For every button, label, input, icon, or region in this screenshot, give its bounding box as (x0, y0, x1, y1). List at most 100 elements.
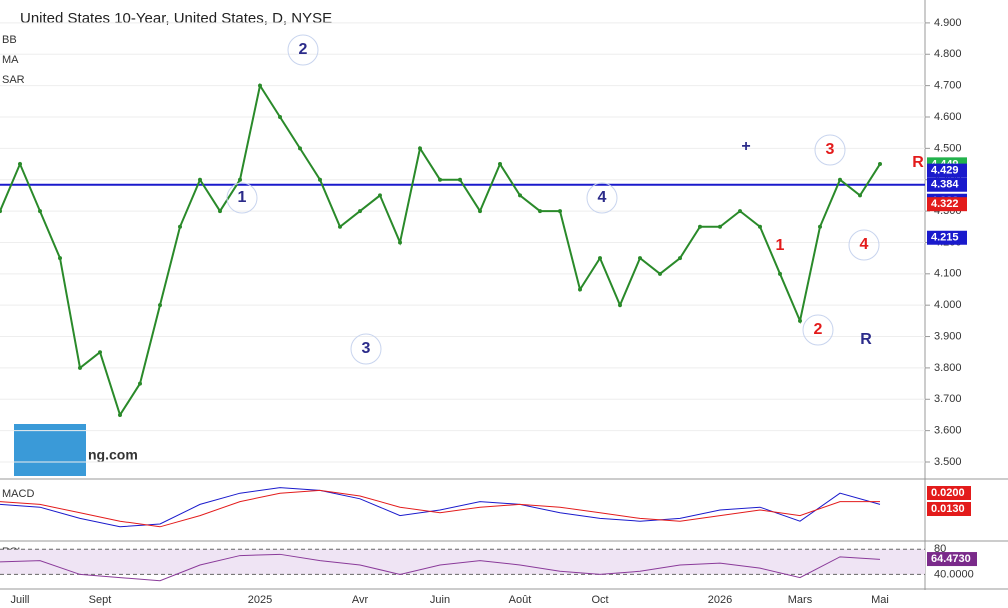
price-point (118, 412, 122, 417)
wave-label: R (912, 154, 924, 171)
price-point (518, 193, 522, 198)
price-point (778, 271, 782, 276)
price-point (278, 114, 282, 119)
price-point (658, 271, 662, 276)
rsi-tick-label: 40.0000 (934, 568, 974, 580)
price-label: 4.215 (931, 232, 959, 244)
y-tick-label: 4.600 (934, 111, 962, 123)
x-tick-label: 2025 (248, 594, 272, 606)
price-point (718, 224, 722, 229)
wave-circle (802, 314, 834, 346)
price-point (138, 381, 142, 386)
wave-circle (287, 34, 319, 66)
price-point (458, 177, 462, 182)
rsi-value-label: 64.4730 (931, 553, 971, 565)
price-point (198, 177, 202, 182)
price-label: 4.429 (931, 165, 959, 177)
price-point (438, 177, 442, 182)
price-point (598, 256, 602, 261)
wave-label: + (741, 138, 750, 155)
price-point (0, 209, 2, 214)
price-point (238, 177, 242, 182)
price-point (338, 224, 342, 229)
wave-label: 4 (598, 189, 607, 206)
price-point (738, 209, 742, 214)
chart-title: United States 10-Year, United States, D,… (20, 10, 332, 27)
price-point (418, 146, 422, 151)
x-tick-label: Août (509, 594, 532, 606)
wave-circle (226, 182, 258, 214)
price-point (678, 256, 682, 261)
price-point (18, 162, 22, 167)
indicator-label: MA (2, 54, 19, 66)
wave-label: R (860, 331, 872, 348)
price-point (838, 177, 842, 182)
price-point (158, 303, 162, 308)
wave-circle (586, 182, 618, 214)
price-point (578, 287, 582, 292)
x-tick-label: Juill (11, 594, 30, 606)
price-point (498, 162, 502, 167)
price-point (298, 146, 302, 151)
wave-circle (848, 229, 880, 261)
indicator-label: SAR (2, 74, 25, 86)
price-point (558, 209, 562, 214)
price-point (318, 177, 322, 182)
x-tick-label: Mai (871, 594, 889, 606)
rsi-line (0, 553, 881, 582)
price-point (258, 83, 262, 88)
price-point (538, 209, 542, 214)
macd-value-box (927, 502, 971, 516)
price-point (798, 318, 802, 323)
price-label: 4.384 (931, 179, 959, 191)
y-tick-label: 3.800 (934, 362, 962, 374)
macd-value-box (927, 486, 971, 500)
price-point (58, 256, 62, 261)
price-point (698, 224, 702, 229)
x-tick-label: Oct (591, 594, 608, 606)
price-label-box (927, 230, 967, 245)
price-point (78, 365, 82, 370)
price-label-box (927, 163, 967, 178)
y-tick-label: 3.500 (934, 456, 962, 468)
x-tick-label: Sept (89, 594, 112, 606)
macd-value-label: 0.0130 (931, 503, 965, 515)
price-point (378, 193, 382, 198)
price-point (38, 209, 42, 214)
price-point (858, 193, 862, 198)
logo-text: ng.com (88, 447, 138, 463)
y-tick-label: 3.700 (934, 393, 962, 405)
logo-box (14, 424, 86, 476)
y-tick-label: 4.000 (934, 299, 962, 311)
price-point (358, 209, 362, 214)
wave-label: 3 (826, 141, 835, 158)
price-label: 4.322 (931, 198, 959, 210)
price-point (758, 224, 762, 229)
x-tick-label: Juin (430, 594, 450, 606)
rsi-band (0, 549, 925, 575)
macd-label: MACD (2, 488, 34, 500)
price-label-box (927, 177, 967, 192)
macd-signal (0, 489, 880, 528)
x-tick-label: Mars (788, 594, 813, 606)
y-tick-label: 3.900 (934, 330, 962, 342)
wave-circle (814, 134, 846, 166)
y-tick-label: 3.600 (934, 425, 962, 437)
price-point (178, 224, 182, 229)
wave-label: 4 (860, 236, 869, 253)
price-point (618, 303, 622, 308)
wave-label: 3 (362, 340, 371, 357)
rsi-value-box (927, 552, 977, 567)
x-tick-label: Avr (352, 594, 369, 606)
wave-label: 1 (238, 189, 247, 206)
wave-label: 2 (299, 41, 308, 58)
price-point (478, 209, 482, 214)
y-tick-label: 4.500 (934, 142, 962, 154)
wave-label: 2 (814, 321, 823, 338)
indicator-label: BB (2, 34, 17, 46)
price-point (98, 350, 102, 355)
price-point (218, 209, 222, 214)
